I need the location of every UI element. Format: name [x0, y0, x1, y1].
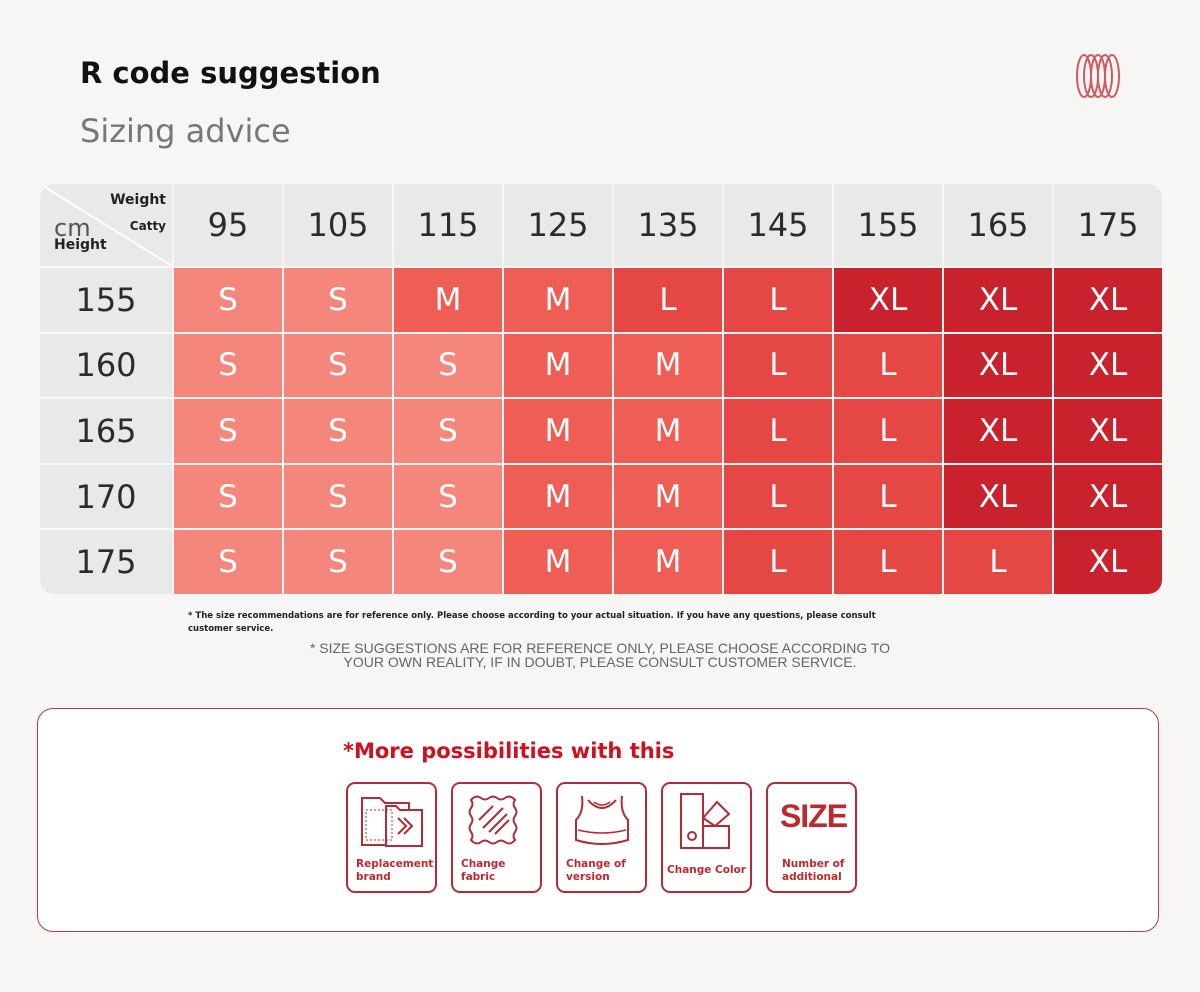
size-cell: S: [284, 399, 392, 463]
size-cell: L: [614, 268, 722, 332]
size-cell: M: [504, 268, 612, 332]
size-cell: XL: [944, 333, 1052, 398]
size-cell: L: [724, 333, 832, 398]
weight-header-cell: 135: [614, 184, 722, 266]
catty-label: Catty: [129, 219, 166, 233]
size-cell: XL: [834, 268, 942, 332]
option-replacement-brand[interactable]: Replacement brand: [346, 782, 437, 893]
weight-header-cell: 105: [284, 184, 392, 266]
size-cell: S: [284, 464, 392, 529]
option-list: Replacement brand Change fabric Change o…: [346, 782, 857, 893]
size-cell: L: [724, 464, 832, 529]
size-cell: XL: [1054, 464, 1162, 529]
height-row-header: 155: [40, 268, 172, 332]
option-change-fabric[interactable]: Change fabric: [451, 782, 542, 893]
size-cell: XL: [1054, 333, 1162, 398]
height-row-header: 165: [40, 399, 172, 463]
size-cell: L: [834, 530, 942, 594]
size-cell: S: [394, 399, 502, 463]
table-corner-header: Weight Catty cm Height: [40, 184, 172, 266]
more-possibilities-title: *More possibilities with this: [343, 739, 675, 763]
size-cell: L: [834, 399, 942, 463]
size-cell: M: [614, 333, 722, 398]
size-cell: XL: [944, 399, 1052, 463]
size-cell: M: [614, 530, 722, 594]
size-cell: XL: [1054, 268, 1162, 332]
size-cell: L: [834, 464, 942, 529]
size-cell: M: [504, 333, 612, 398]
weight-header-cell: 175: [1054, 184, 1162, 266]
option-change-color[interactable]: Change Color: [661, 782, 752, 893]
size-cell: S: [284, 333, 392, 398]
size-cell: S: [284, 530, 392, 594]
page-subtitle: Sizing advice: [80, 112, 291, 150]
size-cell: S: [174, 464, 282, 529]
folder-arrow-icon: [361, 797, 423, 847]
reference-note-caps: * SIZE SUGGESTIONS ARE FOR REFERENCE ONL…: [309, 640, 891, 670]
size-cell: XL: [1054, 399, 1162, 463]
rings-logo-icon: [1076, 54, 1120, 98]
cm-label: cm: [54, 214, 91, 242]
weight-header-cell: 145: [724, 184, 832, 266]
weight-label: Weight: [110, 192, 166, 208]
size-cell: L: [724, 268, 832, 332]
size-cell: XL: [944, 268, 1052, 332]
height-row-header: 160: [40, 333, 172, 398]
reference-note: * The size recommendations are for refer…: [188, 611, 876, 634]
size-cell: M: [614, 464, 722, 529]
weight-header-cell: 165: [944, 184, 1052, 266]
weight-header-cell: 115: [394, 184, 502, 266]
weight-header-cell: 95: [174, 184, 282, 266]
size-cell: S: [394, 464, 502, 529]
size-text-icon: SIZE: [779, 798, 848, 834]
option-label: Number of additional: [782, 858, 845, 883]
option-label: Change fabric: [461, 858, 506, 883]
size-cell: S: [174, 530, 282, 594]
size-cell: S: [174, 268, 282, 332]
page-title: R code suggestion: [80, 56, 381, 90]
size-cell: XL: [944, 464, 1052, 529]
size-cell: M: [504, 530, 612, 594]
size-chart-table: Weight Catty cm Height 95 105 115 125 135 145…: [40, 184, 1162, 594]
size-cell: M: [504, 399, 612, 463]
height-row-header: 170: [40, 464, 172, 529]
size-cell: L: [724, 530, 832, 594]
option-change-version[interactable]: Change of version: [556, 782, 647, 893]
size-cell: M: [504, 464, 612, 529]
size-cell: S: [394, 530, 502, 594]
weight-header-cell: 125: [504, 184, 612, 266]
fabric-icon: [468, 795, 518, 845]
color-swatch-icon: [680, 793, 731, 849]
height-row-header: 175: [40, 530, 172, 594]
more-possibilities-panel: *More possibilities with this Replacemen…: [37, 708, 1159, 932]
size-cell: XL: [1054, 530, 1162, 594]
size-cell: L: [944, 530, 1052, 594]
weight-header-cell: 155: [834, 184, 942, 266]
size-cell: M: [394, 268, 502, 332]
size-cell: S: [394, 333, 502, 398]
size-cell: S: [174, 399, 282, 463]
diagonal-divider: [40, 184, 172, 266]
size-cell: S: [284, 268, 392, 332]
sports-bra-icon: [575, 795, 629, 845]
size-cell: S: [174, 333, 282, 398]
option-label: Change Color: [667, 864, 746, 876]
option-label: Replacement brand: [356, 858, 434, 883]
size-cell: L: [834, 333, 942, 398]
option-label: Change of version: [566, 858, 626, 883]
height-label: Height: [54, 237, 107, 253]
size-cell: L: [724, 399, 832, 463]
size-cell: M: [614, 399, 722, 463]
option-number-additional[interactable]: SIZE Number of additional: [766, 782, 857, 893]
